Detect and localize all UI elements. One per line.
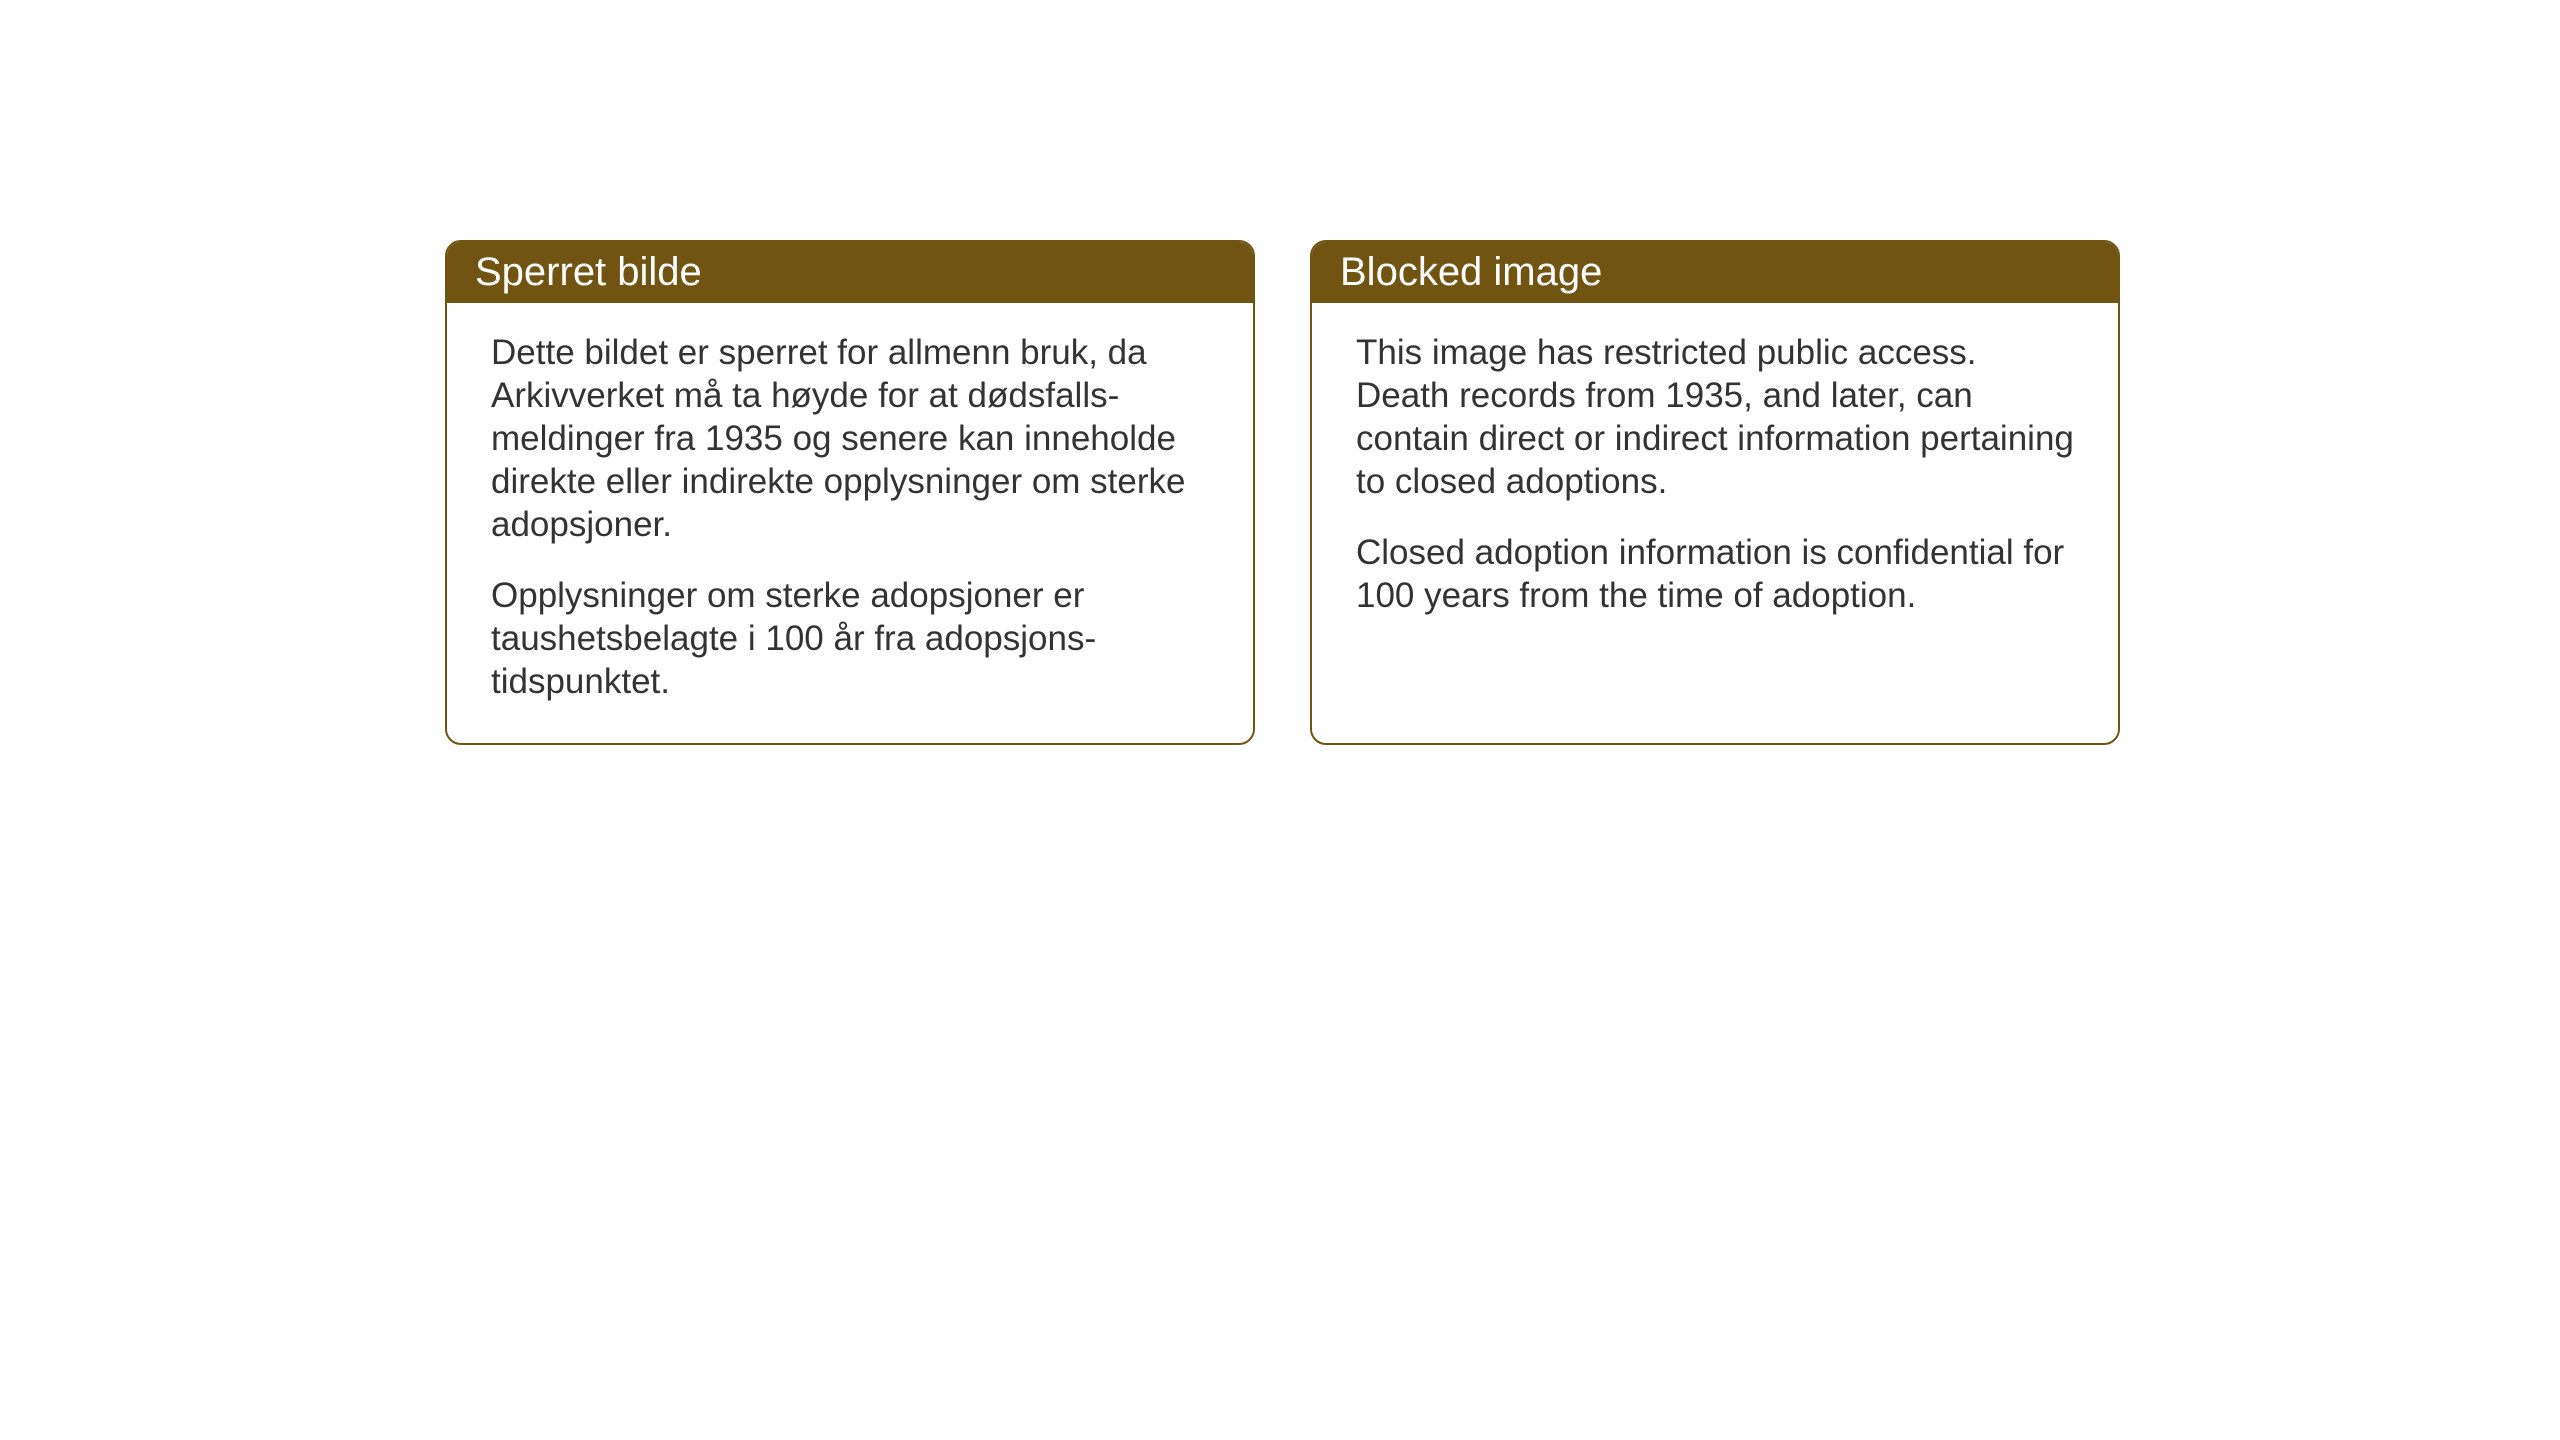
card-body-norwegian: Dette bildet er sperret for allmenn bruk… [447,303,1253,743]
card-body-english: This image has restricted public access.… [1312,303,2118,657]
paragraph-1-english: This image has restricted public access.… [1356,331,2074,503]
notice-cards-container: Sperret bilde Dette bildet er sperret fo… [445,240,2120,745]
notice-card-norwegian: Sperret bilde Dette bildet er sperret fo… [445,240,1255,745]
paragraph-2-english: Closed adoption information is confident… [1356,531,2074,617]
card-header-english: Blocked image [1312,242,2118,303]
notice-card-english: Blocked image This image has restricted … [1310,240,2120,745]
paragraph-1-norwegian: Dette bildet er sperret for allmenn bruk… [491,331,1209,546]
paragraph-2-norwegian: Opplysninger om sterke adopsjoner er tau… [491,574,1209,703]
card-header-norwegian: Sperret bilde [447,242,1253,303]
